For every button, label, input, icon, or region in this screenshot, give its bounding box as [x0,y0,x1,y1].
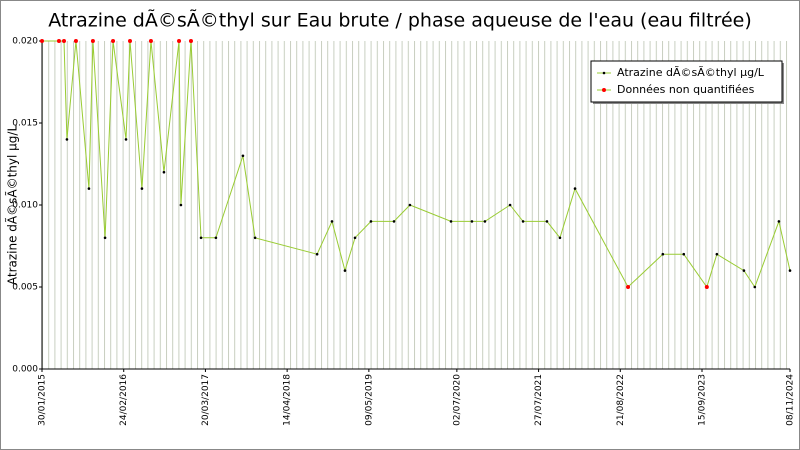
x-tick-label: 08/11/2024 [786,374,796,426]
data-point [140,187,144,190]
data-point [715,252,719,256]
data-point [188,39,193,43]
data-point [788,269,792,272]
y-tick-label: 0.020 [12,37,38,47]
data-point [87,187,91,190]
x-tick-label: 24/02/2016 [119,374,129,426]
x-tick-label: 21/08/2022 [616,374,626,426]
data-point [148,39,153,43]
data-point [521,220,525,223]
legend-marker [602,71,606,75]
data-point [753,285,757,289]
x-tick-label: 27/07/2021 [534,374,544,426]
data-point [56,39,61,43]
data-point [449,220,453,223]
legend-label: Atrazine dÃ©sÃ©thyl µg/L [617,66,765,79]
data-point [128,39,132,43]
x-tick-label: 14/04/2018 [283,374,293,426]
y-tick-label: 0.015 [12,119,38,129]
data-point [704,285,709,289]
data-point [777,220,781,223]
data-point [682,252,686,256]
data-point [353,236,357,240]
data-point [103,236,107,240]
x-tick-label: 20/03/2017 [201,374,211,426]
y-axis-label: Atrazine dÃ©sÃ©thyl µg/L [5,125,20,286]
legend-box [590,60,783,103]
data-point [199,236,203,240]
data-point [661,252,665,256]
y-tick-label: 0.010 [12,201,38,211]
legend-marker [602,88,606,92]
data-point [369,220,373,223]
data-point [214,236,218,240]
chart-title: Atrazine dÃ©sÃ©thyl sur Eau brute / phas… [48,9,752,32]
data-point [343,269,347,272]
data-point [62,39,66,43]
data-point [73,39,78,43]
x-tick-label: 15/09/2023 [698,374,708,426]
data-point [241,154,245,158]
data-point [483,220,487,223]
data-point [162,170,166,174]
data-point [573,187,577,190]
data-point [408,203,412,207]
data-point [508,203,512,207]
data-point [111,39,116,43]
data-point [742,269,746,272]
legend-label: Données non quantifiées [617,83,755,96]
data-point [40,39,44,43]
data-point [177,39,182,43]
data-point [315,252,319,256]
y-tick-label: 0.005 [12,283,38,293]
data-point [392,220,396,223]
y-tick-label: 0.000 [12,365,38,375]
data-point [253,236,257,240]
data-point [65,138,69,141]
data-point [545,220,549,223]
x-tick-label: 02/07/2020 [452,374,462,426]
data-point [626,285,631,289]
data-point [179,203,183,207]
data-point [330,220,334,223]
data-point [470,220,474,223]
data-point [124,138,128,141]
data-point [558,236,562,240]
data-point [90,39,95,43]
x-tick-label: 09/05/2019 [364,374,374,426]
x-tick-label: 30/01/2015 [38,374,48,426]
